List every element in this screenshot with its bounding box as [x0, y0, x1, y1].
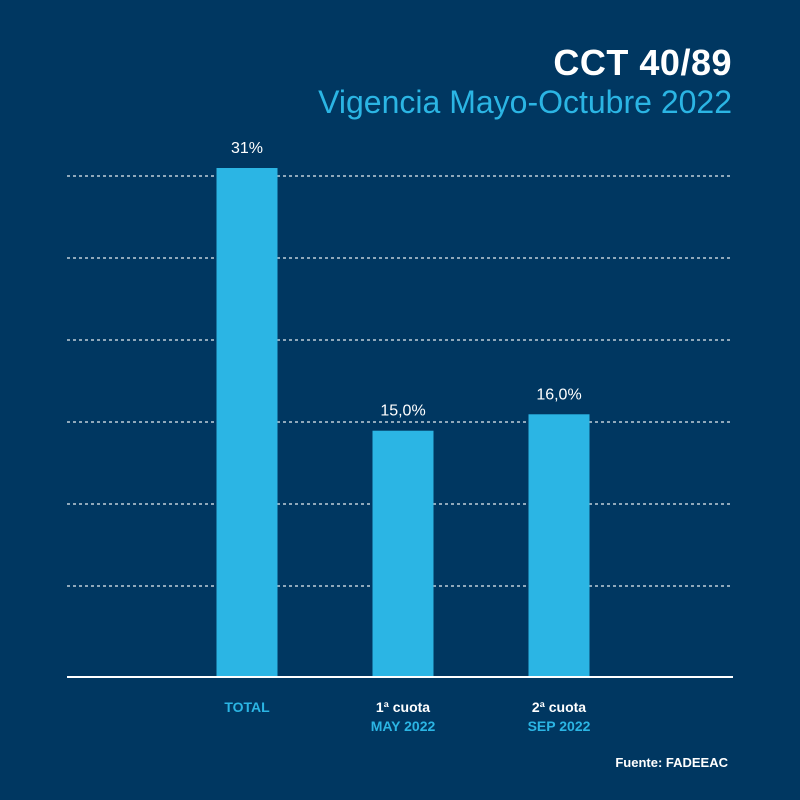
source-note: Fuente: FADEEAC	[615, 755, 728, 770]
data-label: 16,0%	[536, 386, 581, 403]
category-sublabel: SEP 2022	[528, 718, 591, 734]
bar-1	[216, 168, 278, 677]
category-sublabel: MAY 2022	[371, 718, 436, 734]
bar-3	[528, 414, 590, 677]
category-labels: TOTAL 1ª cuota MAY 2022 2ª cuota SEP 2022	[224, 699, 590, 734]
data-label: 31%	[231, 140, 263, 157]
category-label: 2ª cuota	[532, 699, 586, 715]
category-label: 1ª cuota	[376, 699, 430, 715]
category-label: TOTAL	[224, 699, 270, 715]
chart-subtitle: Vigencia Mayo-Octubre 2022	[318, 84, 732, 120]
data-labels: 31% 15,0% 16,0%	[231, 140, 582, 420]
chart-title: CCT 40/89	[553, 42, 732, 83]
bar-2	[372, 430, 434, 677]
data-label: 15,0%	[380, 403, 425, 420]
bars	[216, 168, 590, 677]
